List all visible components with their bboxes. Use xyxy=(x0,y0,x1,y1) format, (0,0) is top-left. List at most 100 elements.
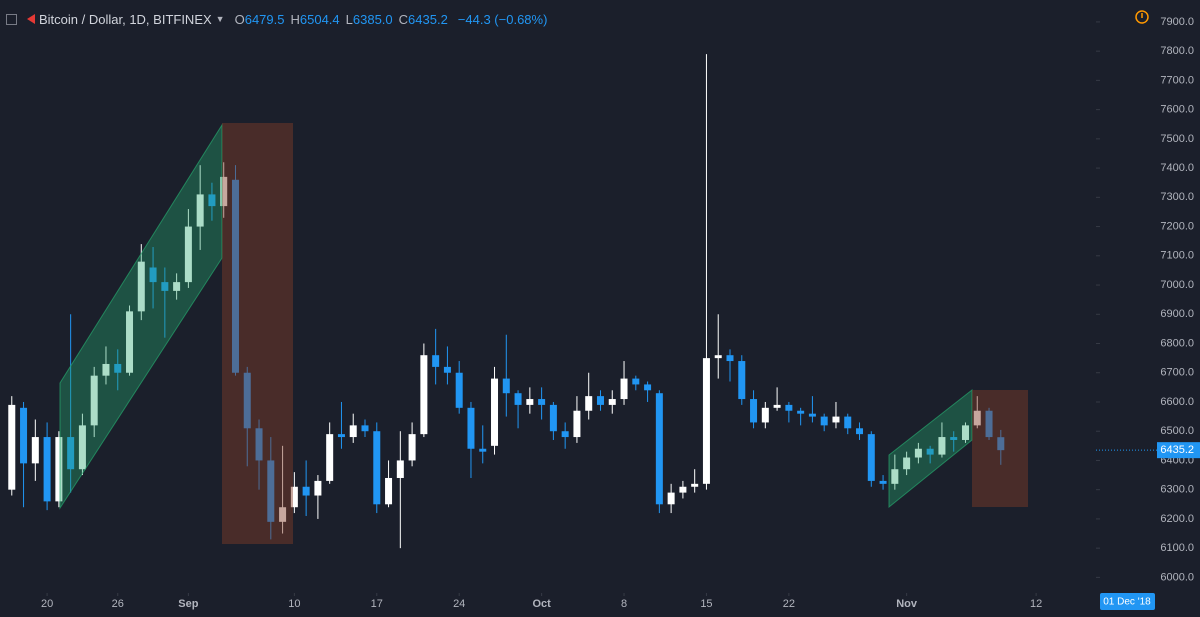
y-tick-label: 6000.0 xyxy=(1160,571,1194,583)
y-tick-label: 6900.0 xyxy=(1160,308,1194,320)
candle-body xyxy=(114,363,122,373)
candle-body xyxy=(455,372,463,408)
x-tick-label: 20 xyxy=(41,598,53,610)
ohlc-key: H xyxy=(290,11,300,27)
candle-body xyxy=(231,179,239,373)
candle-body xyxy=(655,393,663,505)
ohlc-value: 6435.2 xyxy=(408,11,448,27)
candle-body xyxy=(856,428,864,435)
candle-body xyxy=(903,457,911,470)
y-tick-label: 6800.0 xyxy=(1160,337,1194,349)
candle-body xyxy=(808,413,816,417)
candle-body xyxy=(373,431,381,505)
candle-body xyxy=(361,425,369,432)
collapse-icon[interactable] xyxy=(6,13,17,25)
candle-body xyxy=(997,437,1005,451)
candle-body xyxy=(8,404,16,490)
candle-body xyxy=(314,480,322,496)
y-tick-label: 7900.0 xyxy=(1160,16,1194,28)
y-tick-label: 7500.0 xyxy=(1160,133,1194,145)
dropdown-caret[interactable]: ▼ xyxy=(215,14,225,24)
x-tick-label: Sep xyxy=(178,598,198,610)
candle-body xyxy=(950,437,958,440)
date-label-box xyxy=(1100,593,1155,610)
channel-up xyxy=(59,123,223,510)
candle-body xyxy=(867,434,875,481)
price-axis-bg xyxy=(1096,0,1200,617)
x-tick-label: 12 xyxy=(1030,598,1042,610)
candle-body xyxy=(714,355,722,359)
ohlc-value: 6385.0 xyxy=(352,11,393,27)
candle-body xyxy=(337,434,345,438)
candle-body xyxy=(679,486,687,493)
change: −44.3 (−0.68%) xyxy=(457,11,548,27)
candle-body xyxy=(726,355,734,362)
candle-body xyxy=(31,437,39,464)
symbol-title[interactable]: Bitcoin / Dollar, 1D, BITFINEX xyxy=(39,11,212,27)
candle-body xyxy=(549,404,557,432)
candle-body xyxy=(149,267,157,283)
drop-zone xyxy=(222,123,293,544)
candle-body xyxy=(467,407,475,449)
candle-body xyxy=(20,407,28,464)
candle-body xyxy=(326,434,334,481)
ohlc-key: C xyxy=(398,11,409,27)
candle-body xyxy=(267,460,275,522)
candle-body xyxy=(785,404,793,411)
candle-body xyxy=(973,410,981,426)
candle-body xyxy=(750,399,758,423)
candle-body xyxy=(220,176,228,207)
x-tick-label: 15 xyxy=(700,598,712,610)
candle-body xyxy=(879,480,887,484)
candle-body xyxy=(985,410,993,438)
candle-body xyxy=(773,404,781,408)
candle-body xyxy=(184,226,192,283)
candle-body xyxy=(126,311,134,373)
candle-body xyxy=(632,378,640,385)
y-tick-label: 7100.0 xyxy=(1160,250,1194,262)
candle-body xyxy=(926,448,934,455)
x-tick-label: 8 xyxy=(621,598,627,610)
candle-body xyxy=(90,375,98,426)
candle-body xyxy=(432,355,440,367)
ohlc-value: 6479.5 xyxy=(244,11,285,27)
symbol-logo xyxy=(27,14,35,24)
candle-body xyxy=(573,410,581,438)
last-price-label: 6435.2 xyxy=(1160,444,1194,456)
candle-body xyxy=(243,372,251,429)
candle-body xyxy=(290,486,298,508)
y-tick-label: 7700.0 xyxy=(1160,74,1194,86)
candle-body xyxy=(914,448,922,458)
candle-body xyxy=(667,492,675,505)
candle-body xyxy=(585,396,593,411)
y-tick-label: 6600.0 xyxy=(1160,396,1194,408)
candle-body xyxy=(161,282,169,291)
x-tick-label: Nov xyxy=(896,598,918,610)
candle-body xyxy=(420,355,428,435)
y-tick-label: 7800.0 xyxy=(1160,45,1194,57)
y-tick-label: 6500.0 xyxy=(1160,425,1194,437)
candle-body xyxy=(738,361,746,400)
y-tick-label: 7000.0 xyxy=(1160,279,1194,291)
candle-body xyxy=(761,407,769,423)
date-label: 01 Dec '18 xyxy=(1103,597,1151,608)
candle-body xyxy=(644,384,652,391)
y-tick-label: 7300.0 xyxy=(1160,191,1194,203)
candle-body xyxy=(844,416,852,429)
candle-body xyxy=(514,393,522,405)
candle-body xyxy=(832,416,840,423)
candle-body xyxy=(891,469,899,484)
alert-icon[interactable] xyxy=(1135,10,1149,24)
y-tick-label: 7200.0 xyxy=(1160,220,1194,232)
candle-body xyxy=(691,483,699,487)
candle-body xyxy=(385,477,393,505)
legend-header: Bitcoin / Dollar, 1D, BITFINEX ▼ O6479.5… xyxy=(6,10,547,28)
y-tick-label: 6100.0 xyxy=(1160,542,1194,554)
ohlc-key: O xyxy=(234,11,245,27)
x-tick-label: 10 xyxy=(288,598,300,610)
candle-body xyxy=(538,399,546,405)
candle-body xyxy=(43,437,51,502)
candle-body xyxy=(208,194,216,207)
